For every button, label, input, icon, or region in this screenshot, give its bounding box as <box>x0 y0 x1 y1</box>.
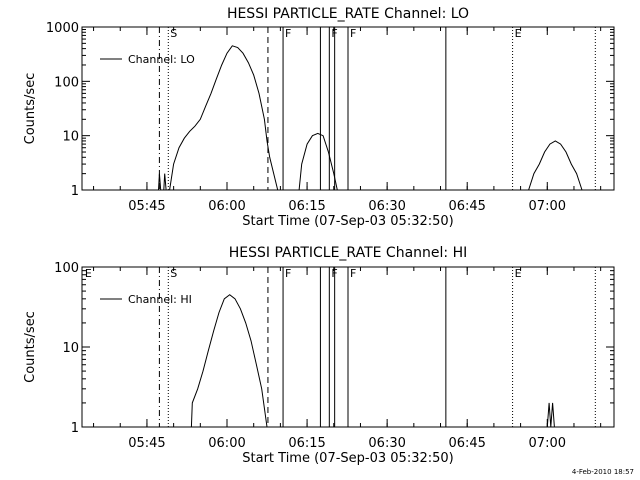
series-line <box>187 294 555 428</box>
y-tick-label: 1000 <box>46 21 79 36</box>
x-tick-label: 06:00 <box>208 199 245 214</box>
legend-label: Channel: HI <box>128 293 192 306</box>
chart-panel-1: HESSI PARTICLE_RATE Channel: LO 1 10 100 100… <box>23 6 615 229</box>
event-marker-label: E <box>515 267 522 280</box>
chart-panel-2: HESSI PARTICLE_RATE Channel: HI 1 10 100 Cou… <box>23 245 615 466</box>
x-tick-label: 06:45 <box>448 436 485 451</box>
x-tick-label: 06:45 <box>448 199 485 214</box>
event-marker-label: F <box>285 27 291 40</box>
y-tick-label: 10 <box>62 341 79 356</box>
x-tick-label: 07:00 <box>529 436 566 451</box>
plot-timestamp: 4-Feb-2010 18:57 <box>571 468 634 476</box>
event-marker-label: S <box>170 267 177 280</box>
x-tick-label: 06:00 <box>208 436 245 451</box>
y-tick-label: 100 <box>54 261 79 276</box>
chart-title: HESSI PARTICLE_RATE Channel: LO <box>227 6 469 22</box>
y-tick-label: 1 <box>71 184 79 199</box>
y-axis-label: Counts/sec <box>23 311 38 383</box>
event-marker-label: F <box>350 27 356 40</box>
event-marker-label: S <box>170 27 177 40</box>
y-tick-label: 1 <box>71 421 79 436</box>
event-marker-label: E <box>85 267 92 280</box>
x-tick-label: 05:45 <box>128 436 165 451</box>
y-tick-label: 100 <box>54 75 79 90</box>
x-tick-label: 06:30 <box>368 436 405 451</box>
x-tick-label: 06:15 <box>288 199 325 214</box>
series-line <box>158 45 583 191</box>
x-tick-label: 07:00 <box>529 199 566 214</box>
x-axis-label: Start Time (07-Sep-03 05:32:50) <box>242 451 453 466</box>
y-tick-label: 10 <box>62 130 79 145</box>
x-axis-label: Start Time (07-Sep-03 05:32:50) <box>242 214 453 229</box>
y-axis-label: Counts/sec <box>23 73 38 145</box>
x-tick-label: 06:30 <box>368 199 405 214</box>
event-marker-label: F <box>350 267 356 280</box>
x-tick-label: 06:15 <box>288 436 325 451</box>
x-tick-label: 05:45 <box>128 199 165 214</box>
event-marker-label: E <box>515 27 522 40</box>
event-marker-label: F <box>285 267 291 280</box>
chart-title: HESSI PARTICLE_RATE Channel: HI <box>229 245 467 261</box>
legend-label: Channel: LO <box>128 53 195 66</box>
